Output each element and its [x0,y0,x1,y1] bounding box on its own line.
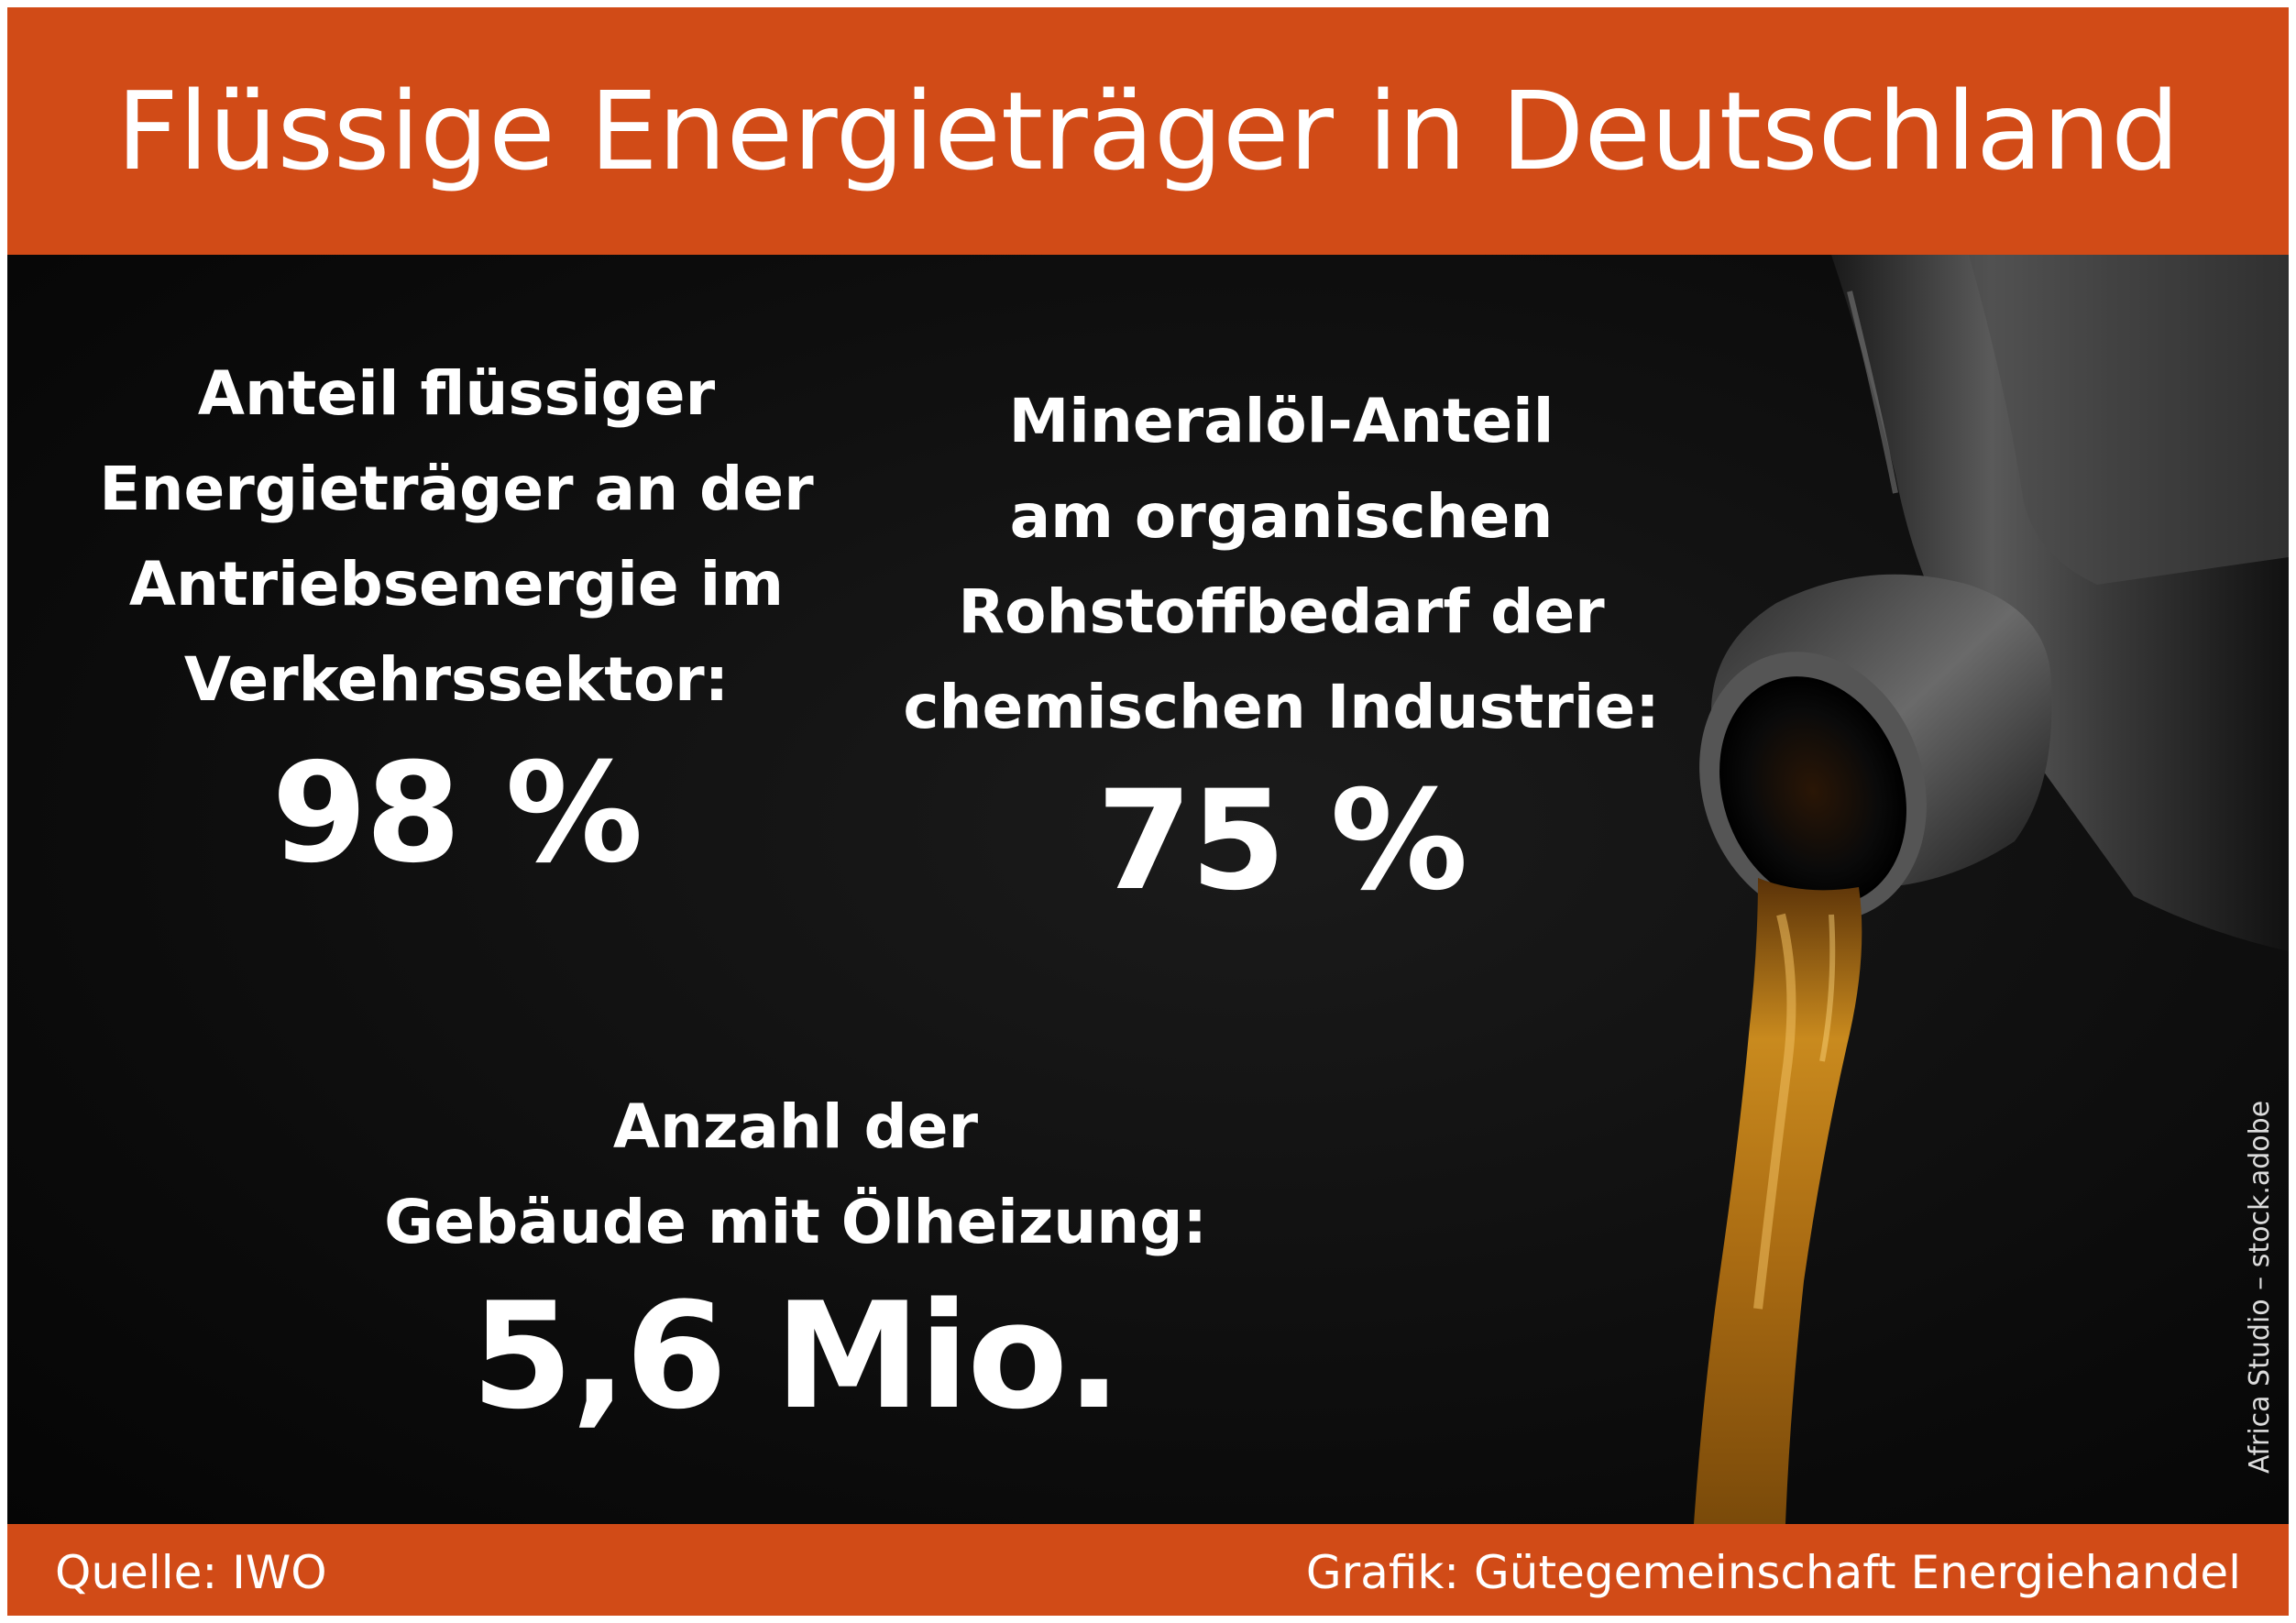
stat-label: Anteil flüssiger Energieträger an der An… [99,358,814,715]
footer-banner: Quelle: IWO Grafik: Gütegemeinschaft Ene… [7,1524,2289,1616]
stat-value: 98 % [271,734,643,894]
stat-transport-share: Anteil flüssiger Energieträger an der An… [81,346,832,887]
source-note: Quelle: IWO [55,1546,327,1599]
photo-credit: Africa Studio – stock.adobe [2244,1100,2276,1474]
stat-oil-heating-buildings: Anzahl der Gebäude mit Ölheizung: 5,6 Mi… [337,1080,1254,1430]
title-banner: Flüssige Energieträger in Deutschland [7,7,2289,255]
stat-label: Mineralöl-Anteil am organischen Rohstoff… [903,386,1660,742]
page-title: Flüssige Energieträger in Deutschland [116,68,2180,194]
infographic-frame: Flüssige Energieträger in Deutschland An… [7,7,2289,1616]
main-panel: Anteil flüssiger Energieträger an der An… [7,255,2289,1524]
stat-chemical-share: Mineralöl-Anteil am organischen Rohstoff… [887,374,1675,915]
graphic-credit: Grafik: Gütegemeinschaft Energiehandel [1305,1546,2241,1599]
oil-canister-photo [1694,255,2289,1524]
stat-label: Anzahl der Gebäude mit Ölheizung: [384,1091,1207,1257]
stat-value: 5,6 Mio. [471,1270,1122,1442]
stat-value: 75 % [1096,762,1467,921]
